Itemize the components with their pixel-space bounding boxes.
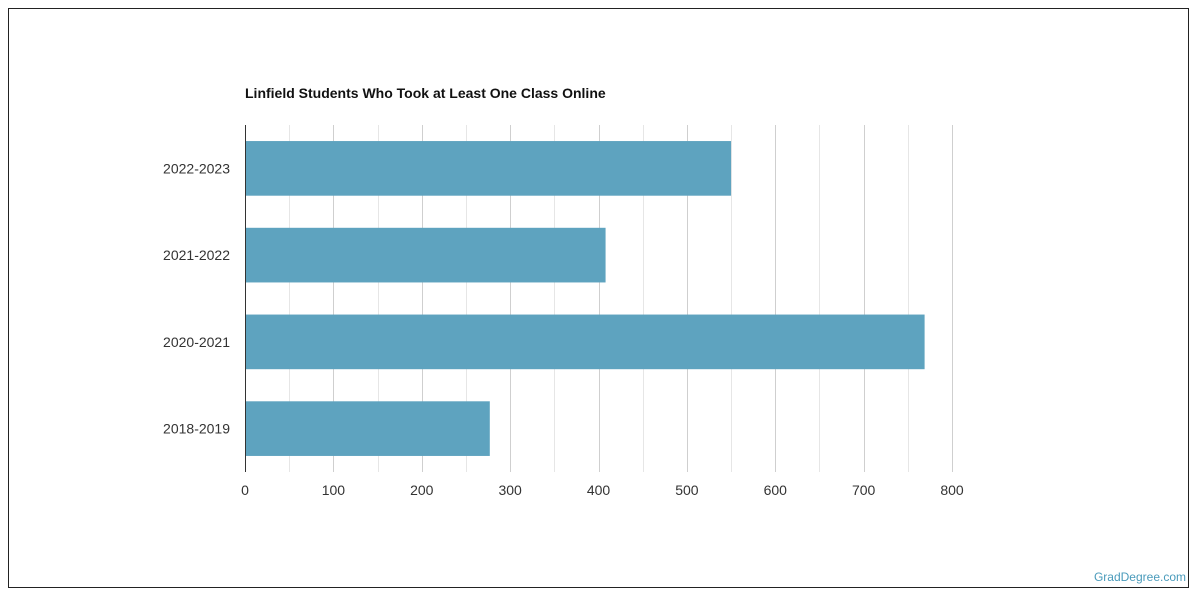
bar-2022-2023[interactable] bbox=[246, 141, 732, 196]
category-labels: 2022-2023 2021-2022 2020-2021 2018-2019 bbox=[163, 160, 230, 436]
x-tick-label: 800 bbox=[940, 482, 964, 498]
x-tick-labels: 0 100 200 300 400 500 600 700 800 bbox=[241, 482, 964, 498]
bars bbox=[246, 141, 925, 456]
chart-frame bbox=[8, 8, 1189, 588]
x-tick-label: 500 bbox=[675, 482, 699, 498]
bar-2018-2019[interactable] bbox=[246, 401, 490, 456]
x-tick-label: 300 bbox=[498, 482, 522, 498]
bar-2021-2022[interactable] bbox=[246, 227, 606, 283]
x-tick-label: 200 bbox=[410, 482, 434, 498]
bar-2020-2021[interactable] bbox=[246, 314, 925, 370]
x-tick-label: 100 bbox=[322, 482, 346, 498]
chart-title: Linfield Students Who Took at Least One … bbox=[245, 85, 606, 101]
category-label: 2022-2023 bbox=[163, 160, 230, 176]
category-label: 2021-2022 bbox=[163, 247, 230, 263]
x-tick-label: 400 bbox=[587, 482, 611, 498]
x-tick-label: 700 bbox=[852, 482, 876, 498]
category-label: 2020-2021 bbox=[163, 334, 230, 350]
x-tick-label: 0 bbox=[241, 482, 249, 498]
x-tick-label: 600 bbox=[764, 482, 788, 498]
source-link[interactable]: GradDegree.com bbox=[1093, 570, 1186, 584]
category-label: 2018-2019 bbox=[163, 421, 230, 437]
